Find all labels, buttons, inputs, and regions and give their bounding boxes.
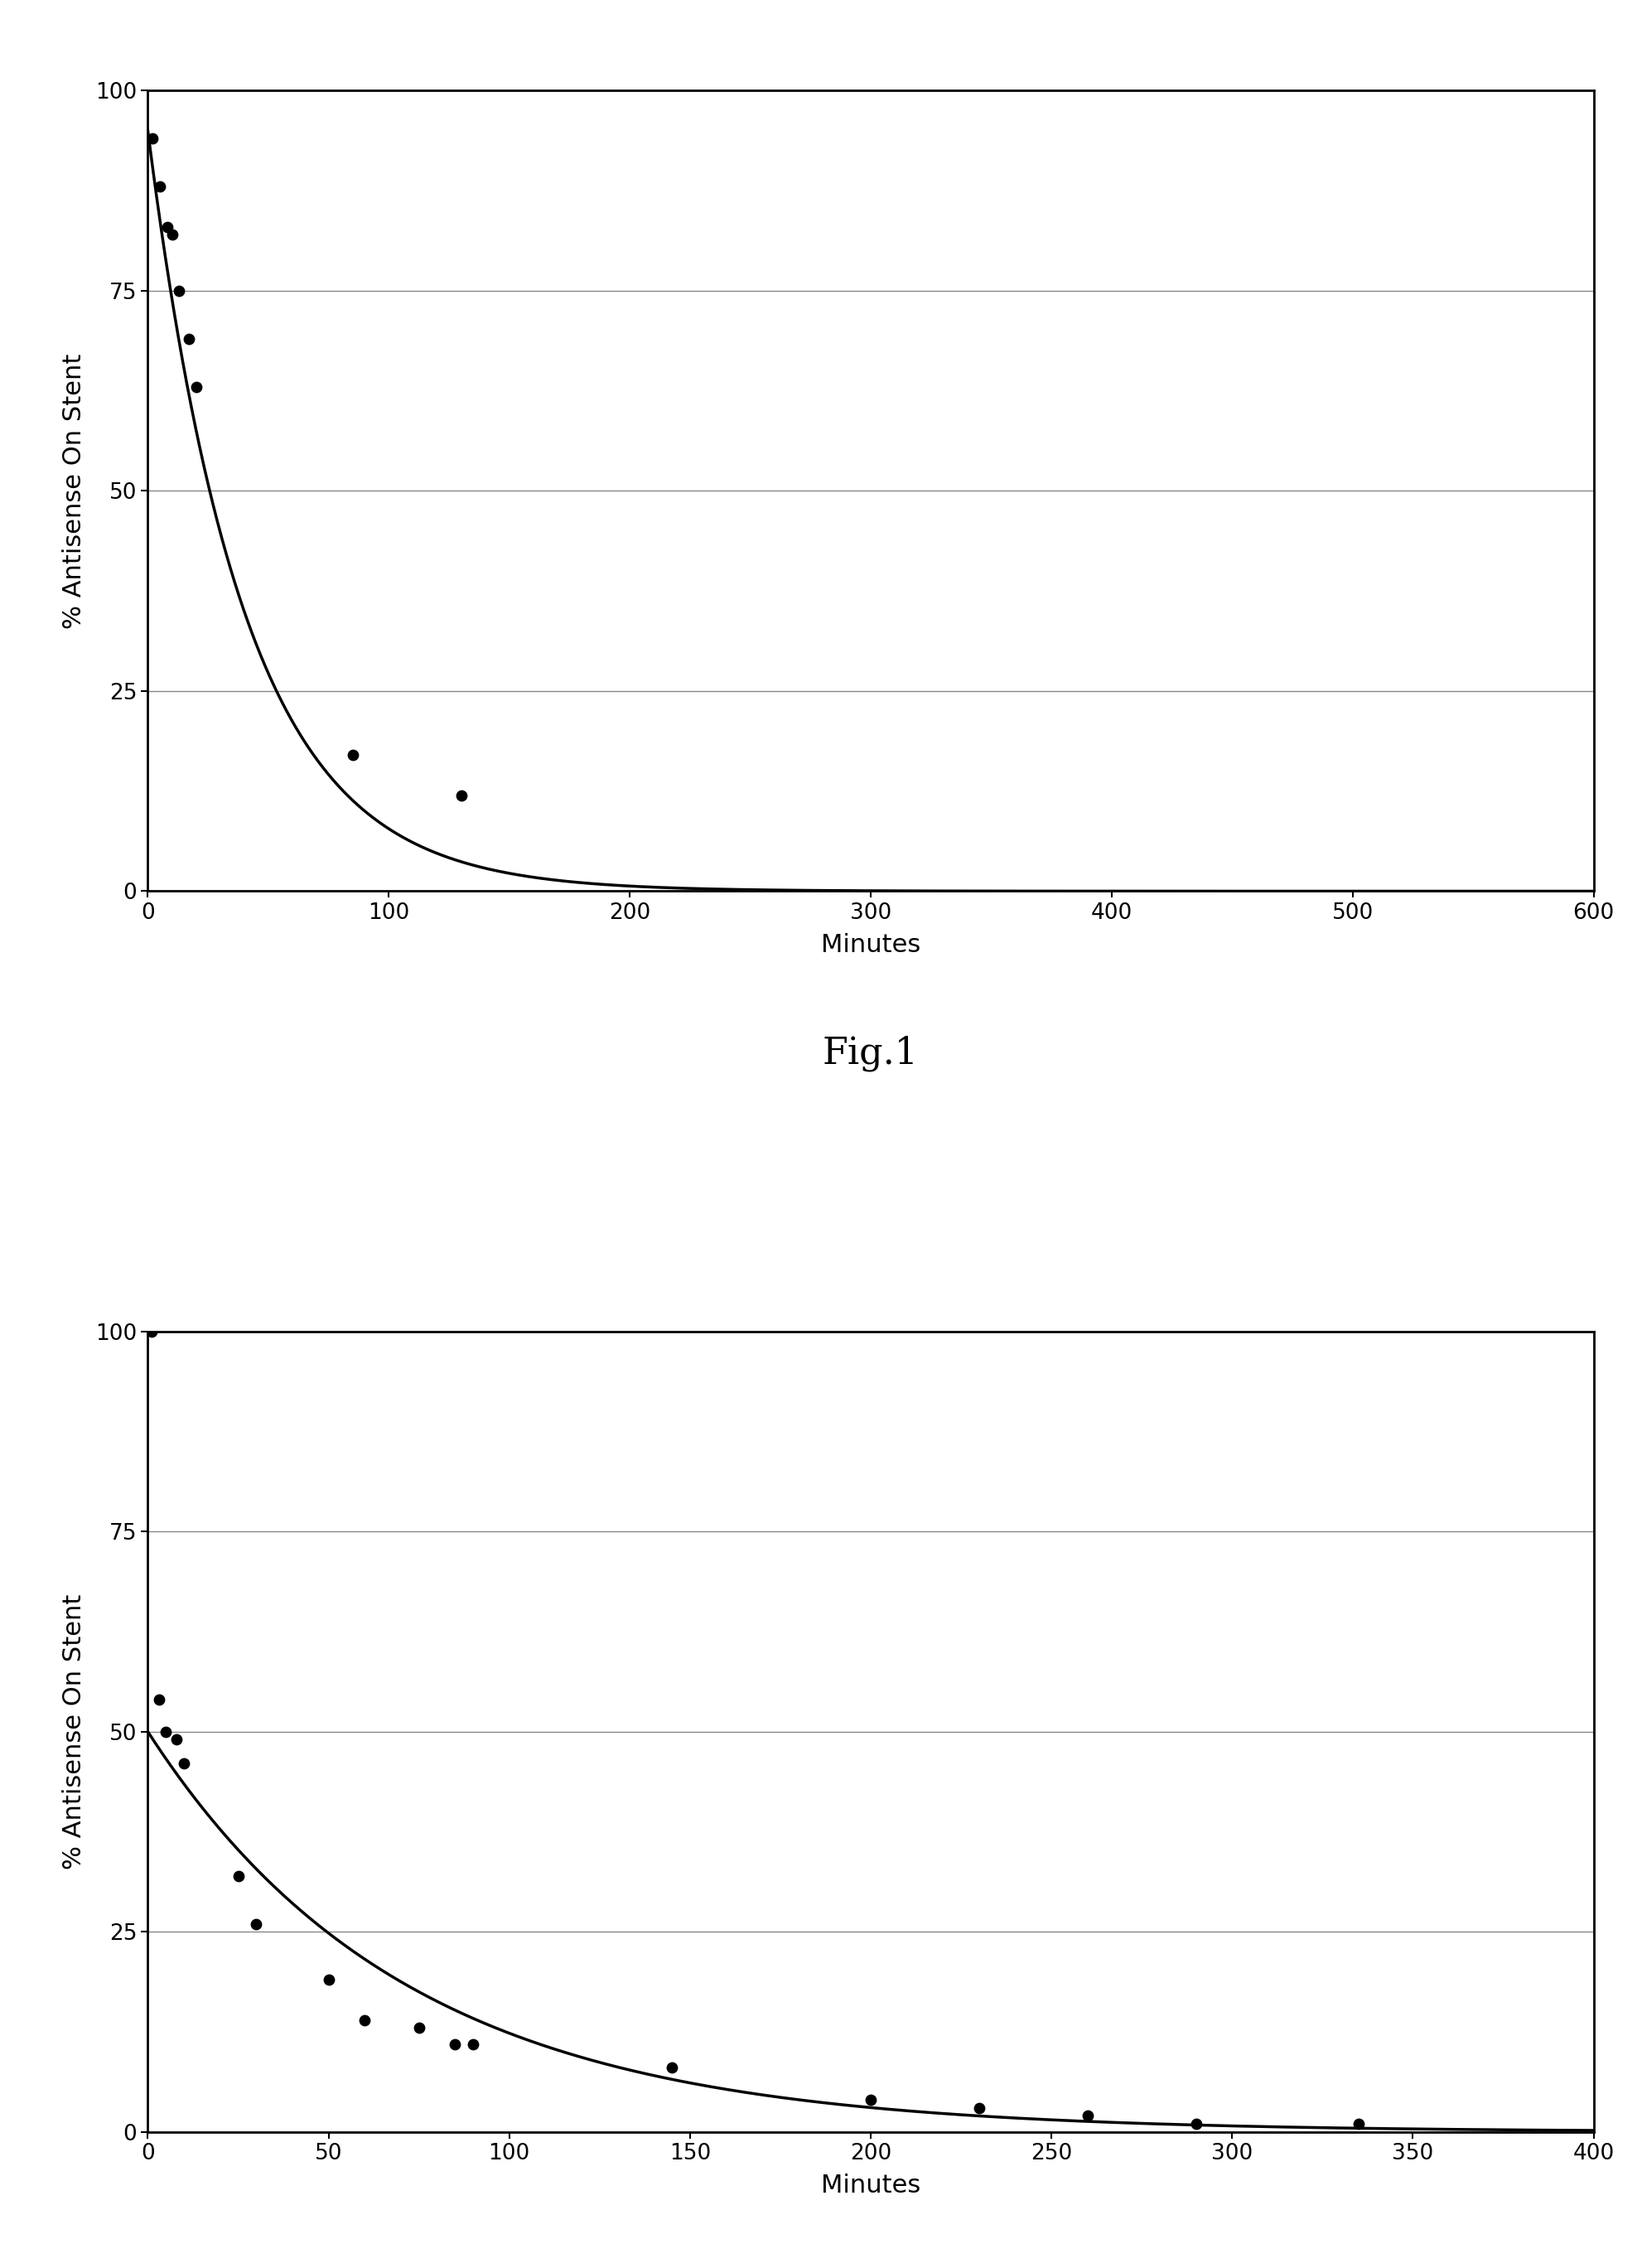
Point (146, 168, 172, 204)
Point (658, 2050, 685, 2087)
Y-axis label: % Antisense On Stent: % Antisense On Stent (62, 1594, 85, 1869)
X-axis label: Minutes: Minutes (821, 932, 920, 957)
Point (406, 2009, 432, 2046)
Point (154, 209, 181, 245)
Point (442, 2025, 468, 2062)
Point (225, 1857, 251, 1894)
Point (351, 2003, 378, 2039)
Point (315, 1962, 342, 1998)
Point (448, 778, 475, 814)
Point (460, 2025, 486, 2062)
Point (146, 1681, 172, 1717)
Y-axis label: % Antisense On Stent: % Antisense On Stent (62, 354, 85, 628)
Point (159, 218, 186, 254)
Text: Fig.1: Fig.1 (823, 1034, 918, 1070)
Point (1182, 2105, 1209, 2141)
Point (182, 370, 209, 406)
Point (1074, 2098, 1100, 2134)
Point (140, 120, 166, 156)
X-axis label: Minutes: Minutes (821, 2173, 920, 2198)
Point (138, 1313, 164, 1349)
Point (171, 1746, 197, 1783)
Point (340, 737, 366, 773)
Point (176, 320, 202, 356)
Point (153, 1715, 179, 1751)
Point (164, 1721, 190, 1758)
Point (965, 2089, 992, 2125)
Point (243, 1905, 269, 1941)
Point (1345, 2105, 1371, 2141)
Point (857, 2082, 883, 2118)
Point (166, 272, 192, 308)
Point (1410, 880, 1437, 916)
